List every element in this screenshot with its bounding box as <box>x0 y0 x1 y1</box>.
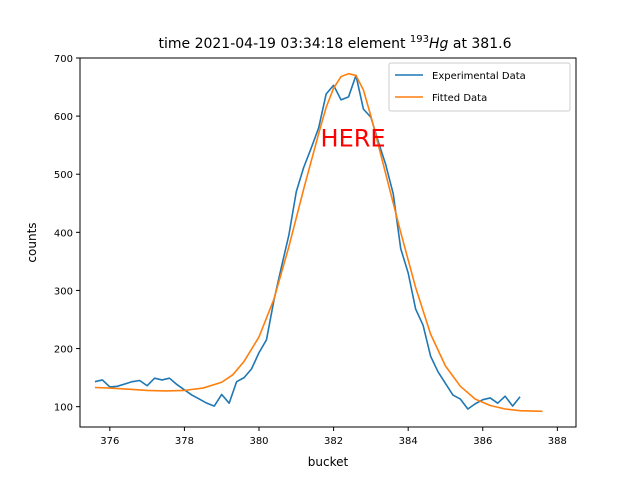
plot-frame <box>79 57 577 428</box>
title-prefix: time 2021-04-19 03:34:18 element <box>159 36 410 52</box>
series-line-2 <box>94 72 543 413</box>
y-tick-label-700: 700 <box>54 54 73 65</box>
legend-box <box>388 62 571 112</box>
y-axis: 100 200 300 400 500 600 700 <box>54 54 80 414</box>
annotation-layer: HERE <box>321 124 386 152</box>
x-axis-label: bucket <box>308 455 349 469</box>
legend-label-1: Experimental Data <box>432 71 526 82</box>
series-layer <box>94 72 543 413</box>
y-tick-label-500: 500 <box>54 170 73 181</box>
y-tick-label-300: 300 <box>54 286 73 297</box>
x-tick-label-386: 386 <box>473 436 492 447</box>
y-tick-label-400: 400 <box>54 228 73 239</box>
annotation-here: HERE <box>321 124 386 152</box>
series-line-1 <box>94 74 521 410</box>
y-axis-label: counts <box>25 222 39 262</box>
title-isotope-symbol: Hg <box>429 36 449 52</box>
chart-title: time 2021-04-19 03:34:18 element 193Hg a… <box>159 34 512 52</box>
y-tick-label-200: 200 <box>54 345 73 356</box>
title-suffix: at 381.6 <box>448 36 511 52</box>
legend: Experimental Data Fitted Data <box>388 62 571 112</box>
y-tick-label-600: 600 <box>54 112 73 123</box>
x-tick-label-384: 384 <box>399 436 418 447</box>
x-axis: 376 378 380 382 384 386 388 <box>100 427 567 447</box>
plot-area: HERE <box>79 57 577 428</box>
x-tick-label-376: 376 <box>100 436 119 447</box>
x-tick-label-380: 380 <box>249 436 268 447</box>
y-tick-label-100: 100 <box>54 403 73 414</box>
x-tick-label-378: 378 <box>175 436 194 447</box>
legend-label-2: Fitted Data <box>432 93 487 104</box>
legend-items: Experimental Data Fitted Data <box>395 71 526 104</box>
x-tick-label-382: 382 <box>324 436 343 447</box>
x-tick-label-388: 388 <box>548 436 567 447</box>
title-isotope-mass: 193 <box>410 34 429 45</box>
